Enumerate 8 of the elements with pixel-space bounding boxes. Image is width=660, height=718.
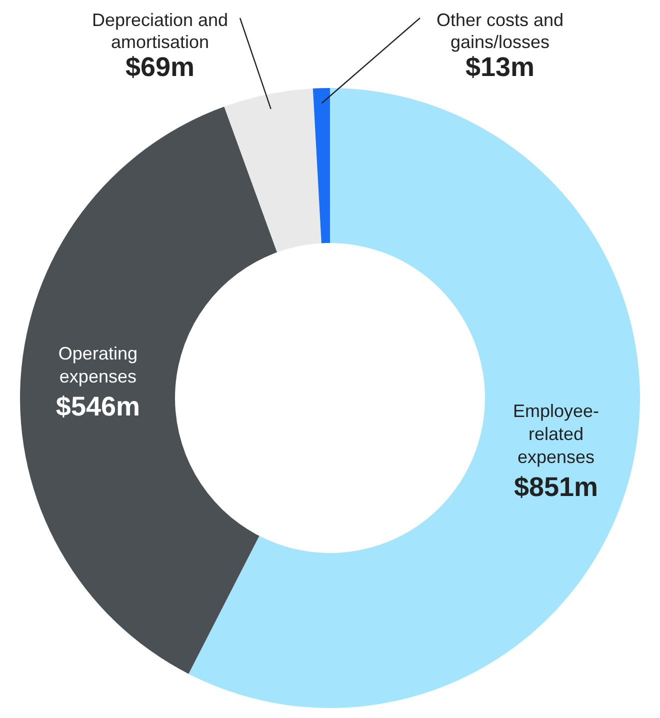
data-label: $69m	[125, 52, 195, 82]
data-label: $546m	[56, 391, 140, 422]
slice-label: Depreciation and amortisation	[92, 10, 228, 52]
data-label: $13m	[465, 52, 535, 82]
slice-label: Employee-related expenses	[512, 401, 600, 468]
data-label: $851m	[514, 472, 598, 502]
slice-label: Other costs and gains/losses	[436, 10, 564, 52]
slice-label: Operating expenses	[58, 343, 138, 386]
